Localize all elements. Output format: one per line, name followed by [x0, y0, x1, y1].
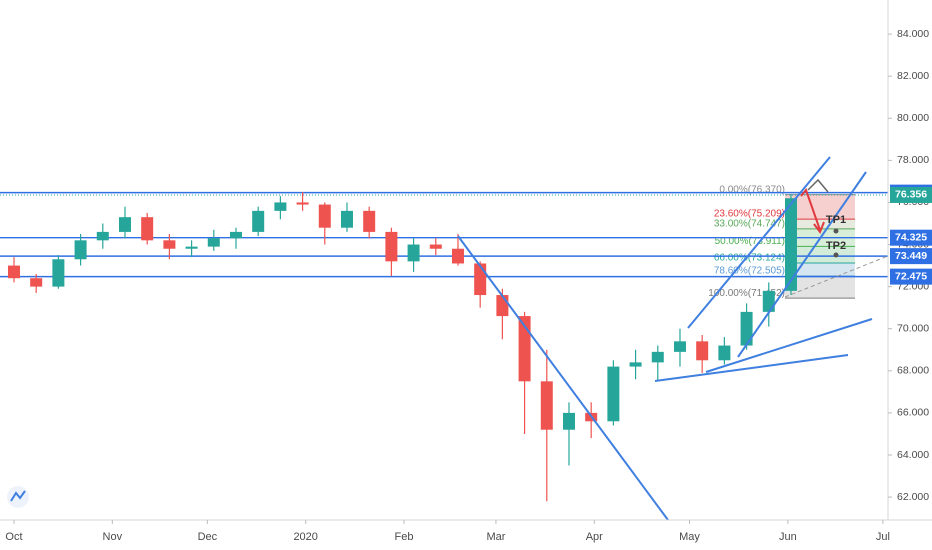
candle-body: [296, 202, 309, 205]
candle-body: [740, 311, 753, 346]
candle-body: [429, 244, 442, 249]
candle-body: [118, 217, 131, 232]
candle-body: [363, 210, 376, 232]
candle-body: [474, 263, 487, 296]
candle-body: [74, 240, 87, 260]
candle-body: [30, 278, 43, 287]
level-label: 73.449: [895, 250, 927, 262]
trend-lines: [457, 156, 889, 521]
level-box: [890, 229, 932, 246]
candle-body: [540, 381, 553, 430]
candle-body: [252, 210, 265, 232]
x-tick-label: May: [679, 531, 700, 543]
candle-body: [673, 341, 686, 352]
dashed-line: [784, 255, 889, 298]
candle-body: [318, 204, 331, 228]
y-tick-label: 70.000: [897, 322, 929, 334]
logo-mark: [10, 490, 26, 502]
candle-body: [762, 290, 775, 312]
candle-body: [607, 366, 620, 422]
trend-line: [687, 156, 831, 329]
candle-body: [274, 202, 287, 211]
candle-body: [7, 265, 20, 279]
x-tick-label: Jul: [876, 531, 890, 543]
fib-label: 50.00%(73.911): [715, 236, 785, 247]
annotation: TP1: [826, 214, 846, 226]
candle-body: [207, 238, 220, 247]
red-arrow-head: [813, 221, 825, 235]
candle-body: [784, 198, 797, 291]
candle-body: [385, 231, 398, 262]
fib-label: 100.00%(71.452): [708, 288, 785, 299]
level-box: [890, 248, 932, 265]
tp-dot: [833, 228, 839, 234]
x-tick-label: Apr: [586, 531, 603, 543]
candle-body: [52, 259, 65, 287]
candle-body: [407, 244, 420, 262]
y-tick-label: 66.000: [897, 407, 929, 419]
x-tick-label: Dec: [198, 531, 218, 543]
y-tick-label: 62.000: [897, 491, 929, 503]
candle-body: [651, 351, 664, 363]
candle-body: [163, 240, 176, 249]
candle-body: [141, 217, 154, 241]
x-tick-label: 2020: [293, 531, 317, 543]
x-tick-label: Jun: [779, 531, 797, 543]
fib-label: 66.00%(73.124): [714, 253, 785, 264]
candle-body: [629, 362, 642, 367]
x-tick-label: Feb: [395, 531, 414, 543]
x-tick-label: Mar: [486, 531, 505, 543]
fib-label: 0.00%(76.370): [719, 184, 785, 195]
fib-label: 33.00%(74.747): [714, 218, 785, 229]
y-tick-label: 64.000: [897, 449, 929, 461]
trend-line: [705, 318, 873, 373]
level-label: 74.325: [895, 231, 927, 243]
red-arrow: [800, 188, 821, 231]
trend-line: [737, 171, 867, 358]
candle-body: [340, 210, 353, 228]
level-box: [890, 268, 932, 285]
logo: [7, 486, 29, 508]
y-tick-label: 78.000: [897, 154, 929, 166]
grid: [0, 191, 888, 278]
y-tick-label: 84.000: [897, 28, 929, 40]
trend-line: [457, 235, 669, 521]
y-tick-label: 68.000: [897, 365, 929, 377]
candle-body: [696, 341, 709, 361]
x-tick-label: Oct: [5, 531, 22, 543]
candle-body: [185, 246, 198, 249]
annotation: TP2: [826, 240, 846, 252]
candle-body: [718, 345, 731, 361]
price-label: 76.356: [895, 189, 927, 201]
trend-line: [654, 354, 849, 382]
tp-dot: [833, 252, 839, 258]
candle-body: [96, 231, 109, 241]
y-tick-label: 82.000: [897, 70, 929, 82]
candle-body: [496, 295, 509, 317]
fib-zone: [785, 219, 855, 229]
grey-arrow: [807, 178, 829, 193]
x-tick-label: Nov: [103, 531, 123, 543]
candle-body: [562, 412, 575, 430]
fib-label: 23.60%(75.209): [714, 209, 785, 220]
level-label: 72.475: [895, 270, 927, 282]
candle-body: [518, 316, 531, 382]
fib-label: 78.60%(72.505): [714, 266, 785, 277]
candle-body: [229, 231, 242, 239]
y-tick-label: 80.000: [897, 112, 929, 124]
axes: 62.00064.00066.00068.00070.00072.00074.0…: [5, 28, 932, 543]
candle-body: [451, 248, 464, 264]
fib-zone: [785, 262, 855, 276]
price-box: [890, 186, 932, 203]
fib-zone: [785, 246, 855, 263]
fib-zone: [785, 275, 855, 299]
